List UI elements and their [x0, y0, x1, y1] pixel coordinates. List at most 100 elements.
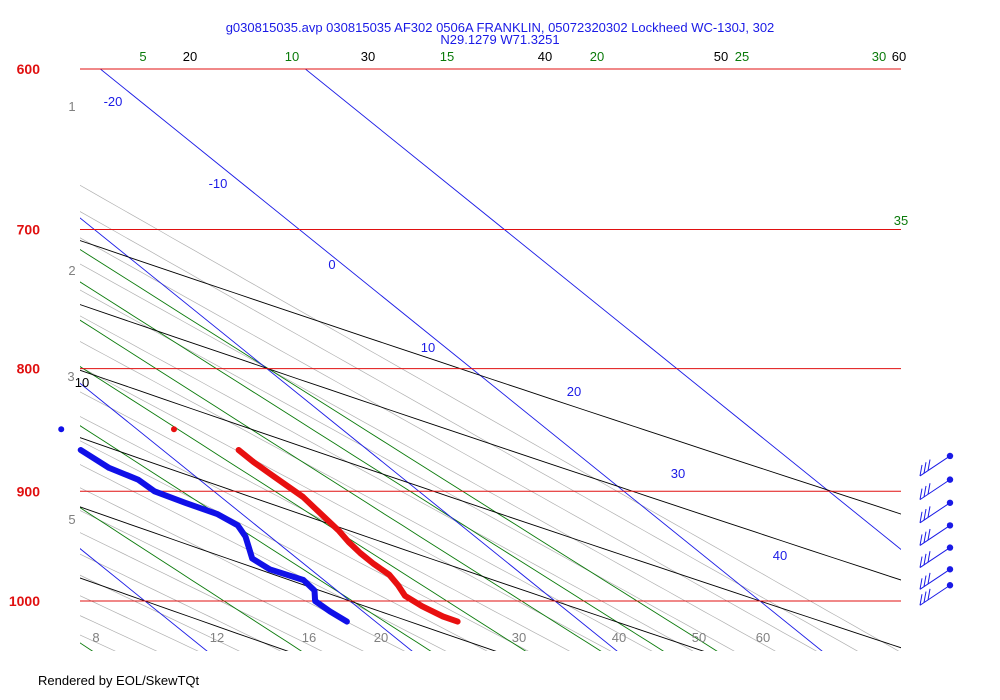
moist-adiabat-line	[80, 263, 776, 651]
wind-barb-flag	[927, 459, 931, 471]
isotherm-line	[80, 217, 618, 651]
wind-barb-flag	[919, 594, 923, 606]
moist-adiabat-line	[80, 615, 158, 651]
bottom-axis-label: 20	[374, 630, 388, 645]
wind-barb-staff	[919, 525, 951, 546]
wind-barb-flag	[923, 553, 927, 565]
sounding-profiles	[58, 426, 461, 625]
mixing-ratio-label: 5	[139, 49, 146, 64]
bottom-axis-label: 40	[612, 630, 626, 645]
moist-adiabat-line	[80, 487, 406, 651]
wind-barb-station	[946, 476, 954, 483]
height-label: 2	[68, 263, 75, 278]
dry-adiabat-label: 10	[75, 375, 89, 390]
wind-barb-flag	[927, 551, 931, 563]
wind-barb	[919, 544, 954, 568]
bottom-axis-label: 16	[302, 630, 316, 645]
footer-text: Rendered by EOL/SkewTQt	[38, 673, 200, 688]
wind-barb-flag	[919, 511, 923, 523]
moist-adiabat-line	[80, 574, 240, 651]
wind-barb-staff	[919, 455, 951, 477]
mixing-ratio-line	[80, 366, 527, 651]
moist-adiabat-line	[80, 184, 900, 651]
dry-adiabat-label: 50	[714, 49, 728, 64]
dry-adiabat-line	[80, 506, 497, 651]
moist-adiabat-line	[0, 0, 97, 662]
isotherm-label: 20	[567, 384, 581, 399]
height-label: 5	[68, 512, 75, 527]
dewpoint-point	[58, 426, 65, 433]
chart-title: g030815035.avp 030815035 AF302 0506A FRA…	[226, 20, 775, 35]
wind-barb	[919, 499, 954, 524]
wind-barb-flag	[919, 556, 923, 568]
dry-adiabat-label: 30	[361, 49, 375, 64]
wind-barb	[919, 566, 954, 590]
mixing-ratio-line	[80, 248, 718, 651]
isotherm-line	[99, 69, 823, 651]
moist-adiabat-line	[80, 211, 859, 651]
isotherm-line	[80, 382, 413, 651]
wind-barb-staff	[919, 568, 951, 590]
temperature-point	[170, 426, 177, 433]
wind-barbs	[919, 452, 954, 606]
isotherm-line	[0, 0, 15, 662]
wind-barb	[919, 582, 954, 606]
wind-barb-flag	[919, 578, 923, 590]
dewpoint-profile	[77, 447, 350, 625]
isotherm-label: 40	[773, 548, 787, 563]
dry-adiabat-label: 60	[892, 49, 906, 64]
mixing-ratio-line	[80, 319, 602, 651]
dry-adiabat-line	[80, 369, 901, 649]
wind-barb-flag	[923, 485, 927, 498]
wind-barb-flag	[927, 506, 931, 518]
moist-adiabat-line	[80, 237, 817, 651]
pressure-tick-label: 900	[17, 483, 41, 499]
wind-barb	[919, 476, 954, 501]
bottom-axis-label: 8	[92, 630, 99, 645]
bottom-axis-label: 30	[512, 630, 526, 645]
wind-barb-flag	[923, 531, 927, 543]
wind-barb	[919, 452, 954, 477]
wind-barb-staff	[919, 502, 951, 524]
bottom-axis-label: 60	[756, 630, 770, 645]
height-label: 1	[68, 99, 75, 114]
wind-barb-flag	[923, 591, 927, 603]
chart-subtitle: N29.1279 W71.3251	[440, 32, 559, 47]
mixing-ratio-label: 15	[440, 49, 454, 64]
dry-adiabat-label: 20	[183, 49, 197, 64]
wind-barb-flag	[919, 534, 923, 546]
moist-adiabat-line	[80, 510, 364, 651]
dry-adiabat-label: 40	[538, 49, 552, 64]
bottom-axis-label: 50	[692, 630, 706, 645]
wind-barb	[919, 522, 954, 546]
moist-adiabat-line	[80, 532, 323, 651]
isotherms	[0, 0, 901, 662]
pressure-tick-label: 600	[17, 61, 41, 77]
moist-adiabat-line	[80, 440, 488, 651]
mixing-ratio-line	[80, 425, 432, 651]
wind-barb-flag	[923, 508, 927, 521]
isotherm-line	[80, 548, 208, 651]
pressure-tick-label: 700	[17, 222, 41, 238]
mixing-ratio-label: 30	[872, 49, 886, 64]
dry-adiabat-line	[80, 437, 705, 651]
wind-barb-flag	[927, 572, 931, 584]
wind-barb-flag	[927, 483, 931, 495]
height-label: 3	[67, 369, 74, 384]
mixing-ratio-line	[80, 281, 664, 651]
pressure-tick-label: 800	[17, 361, 41, 377]
isotherm-label: 10	[421, 340, 435, 355]
isotherm-label: 0	[328, 257, 335, 272]
moist-adiabat-line	[80, 553, 282, 651]
mixing-ratio-label: 20	[590, 49, 604, 64]
dry-adiabats	[80, 240, 901, 651]
moist-adiabat-line	[80, 315, 694, 651]
wind-barb-flag	[927, 588, 931, 600]
wind-barb-flag	[927, 528, 931, 541]
isotherm-line	[304, 69, 901, 551]
dry-adiabat-line	[80, 304, 901, 581]
moist-adiabat-line	[80, 289, 735, 651]
wind-barb-flag	[919, 464, 923, 477]
